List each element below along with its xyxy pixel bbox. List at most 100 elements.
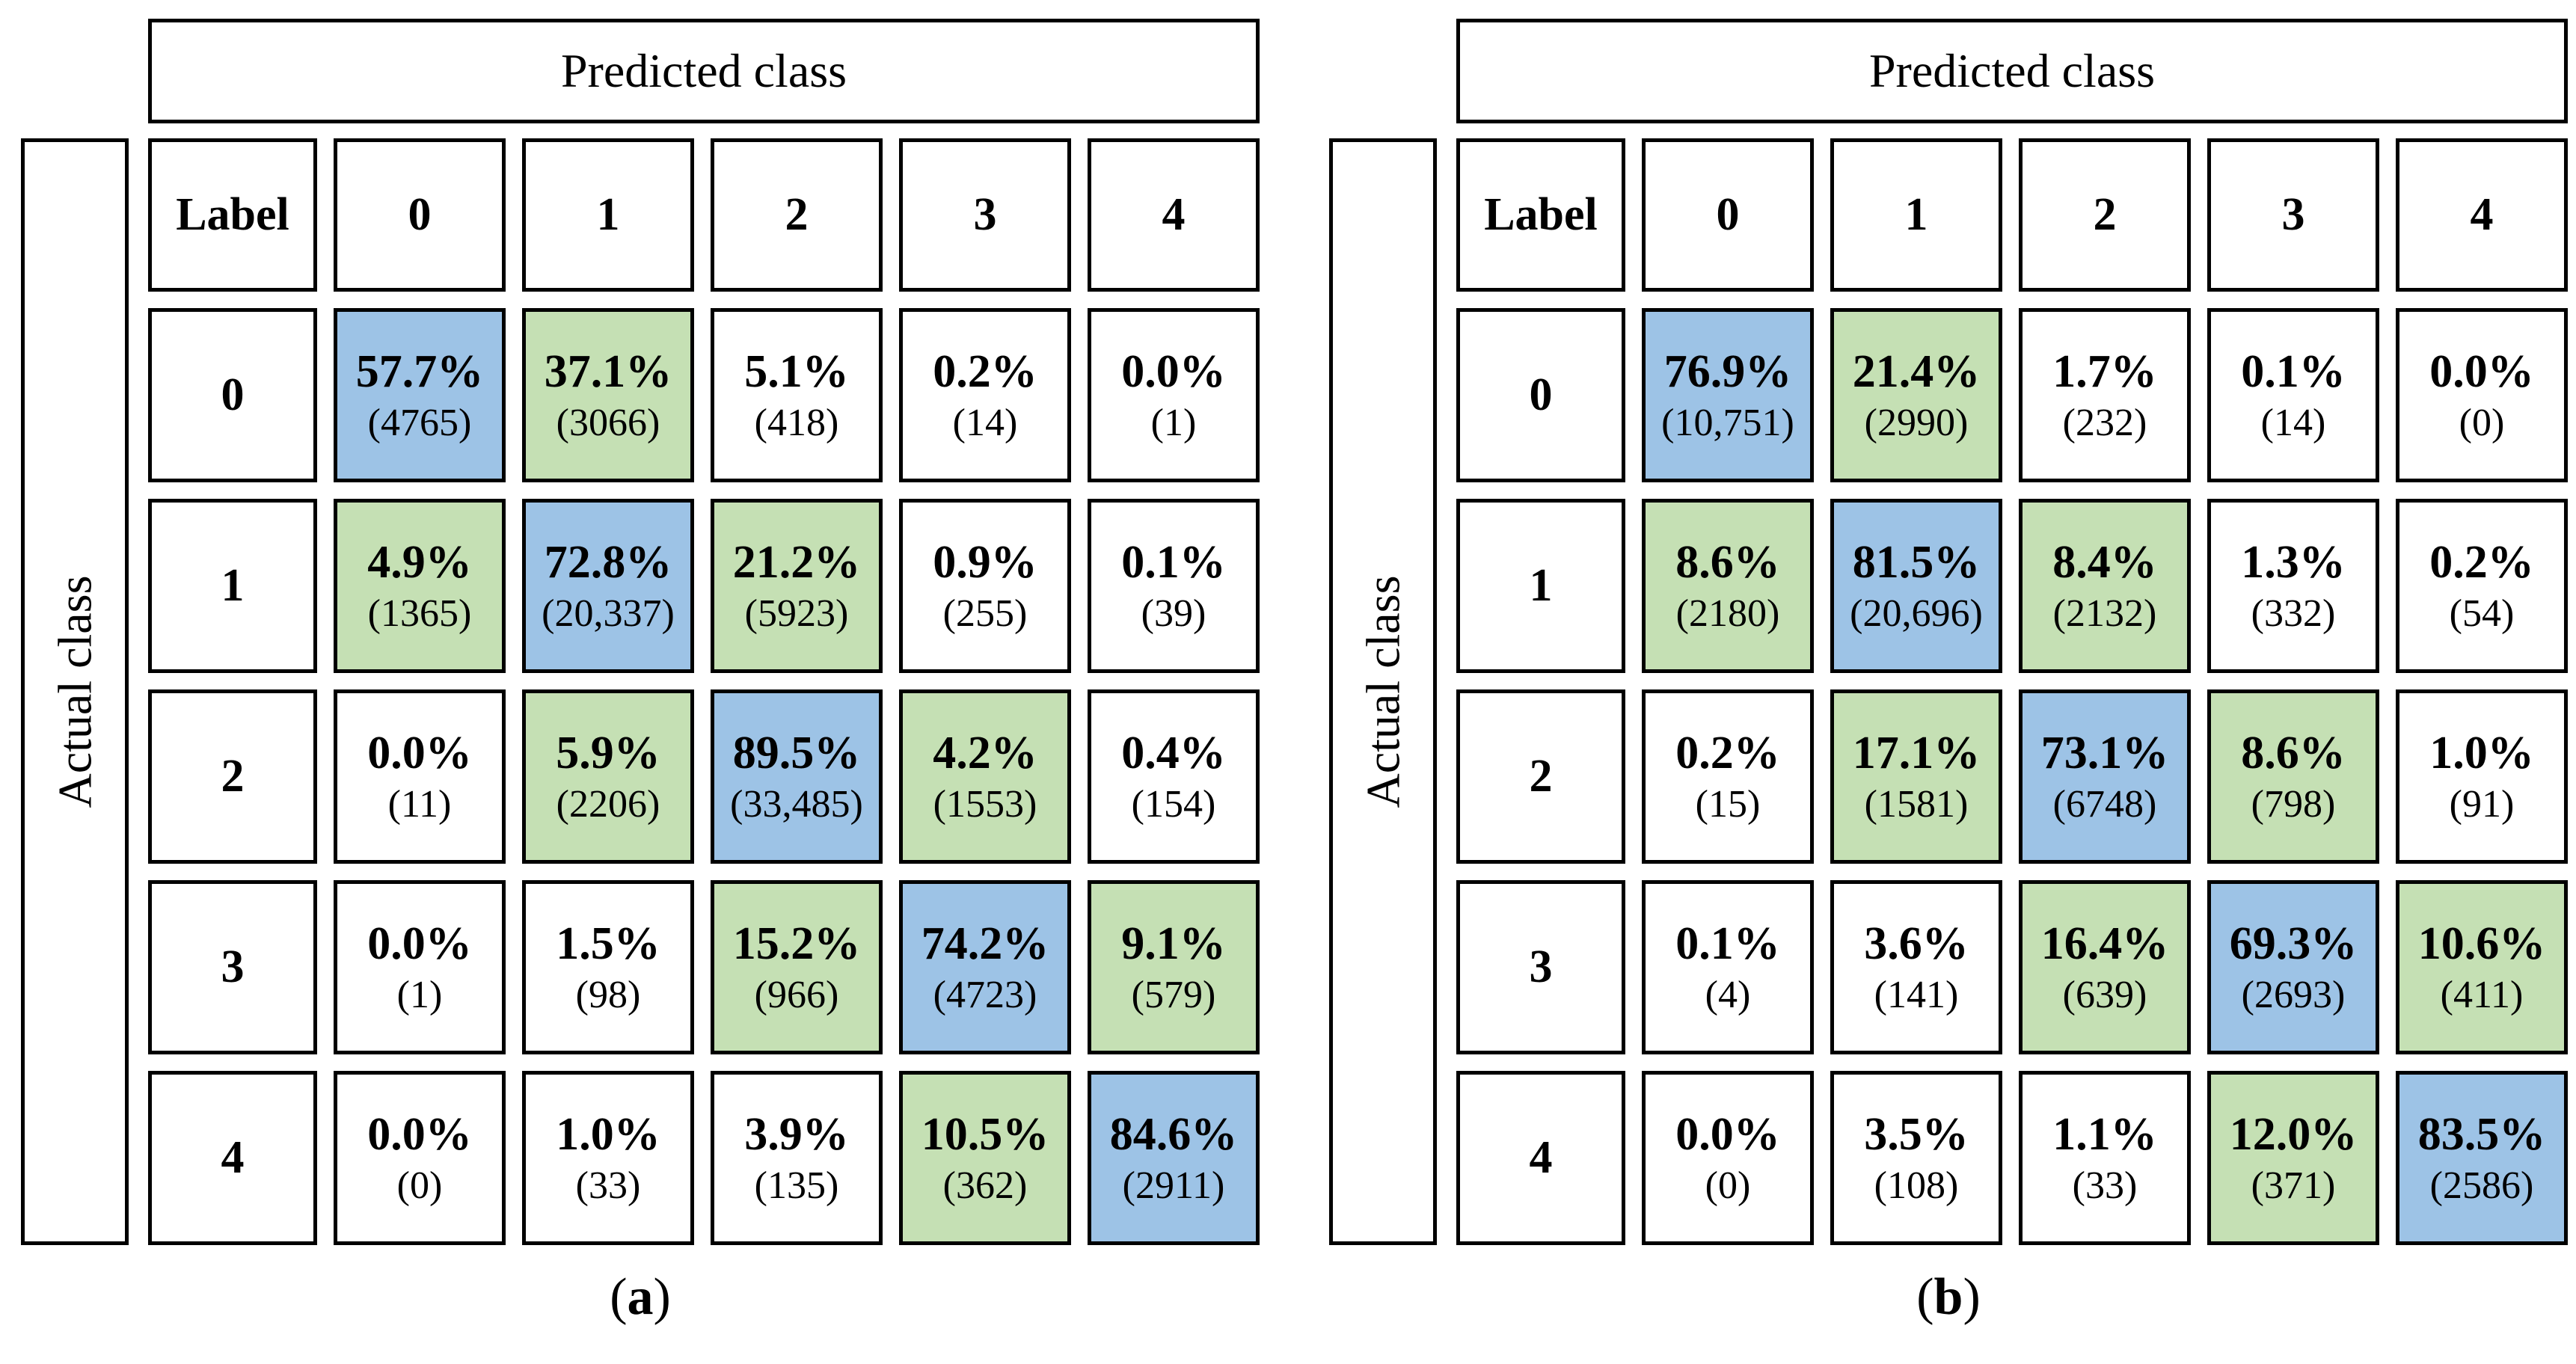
actual-class-label: Actual class [1356, 575, 1409, 808]
matrix-cell: 1.0% (91) [2396, 689, 2568, 864]
cell-percent: 57.7% [355, 346, 484, 398]
cell-count: (2990) [1864, 401, 1969, 444]
cell-percent: 21.2% [732, 537, 861, 589]
caption-close-paren: ) [1963, 1268, 1981, 1326]
matrix-cell: 21.2% (5923) [711, 499, 883, 673]
matrix-cell: 5.1% (418) [711, 308, 883, 482]
matrix-cell: 10.6% (411) [2396, 880, 2568, 1054]
cell-count: (108) [1874, 1164, 1959, 1207]
matrix-cell: 17.1% (1581) [1830, 689, 2002, 864]
matrix-cell: 0.2% (14) [899, 308, 1071, 482]
col-header-text: 2 [2093, 189, 2117, 241]
row-header-cell: 2 [1456, 689, 1625, 864]
matrix-cell: 0.0% (0) [1642, 1071, 1814, 1245]
row-header-cell: 1 [1456, 499, 1625, 673]
matrix-cell: 3.5% (108) [1830, 1071, 2002, 1245]
matrix-cell: 8.6% (798) [2207, 689, 2379, 864]
col-header-cell: 4 [2396, 138, 2568, 292]
matrix-cell: 0.9% (255) [899, 499, 1071, 673]
row-header-text: 1 [221, 560, 245, 612]
cell-count: (639) [2062, 973, 2147, 1016]
confusion-matrix-panel-b: Predicted class Actual class Label 0 1 2… [1308, 0, 2576, 1364]
matrix-cell: 4.2% (1553) [899, 689, 1071, 864]
matrix-cell: 0.0% (1) [334, 880, 506, 1054]
matrix-cell: 15.2% (966) [711, 880, 883, 1054]
cell-count: (154) [1131, 782, 1216, 826]
cell-count: (2911) [1122, 1164, 1225, 1207]
col-header-text: 4 [2470, 189, 2494, 241]
cell-percent: 0.0% [367, 728, 472, 779]
caption-open-paren: ( [1916, 1268, 1934, 1326]
matrix-cell: 74.2% (4723) [899, 880, 1071, 1054]
cell-count: (371) [2251, 1164, 2336, 1207]
cell-count: (11) [387, 782, 452, 826]
cell-percent: 5.1% [744, 346, 849, 398]
cell-percent: 1.0% [556, 1109, 660, 1161]
col-header-cell: 1 [522, 138, 694, 292]
cell-percent: 37.1% [544, 346, 672, 398]
cell-percent: 1.0% [2429, 728, 2534, 779]
col-header-cell: 2 [2019, 138, 2191, 292]
cell-count: (1581) [1864, 782, 1969, 826]
cell-count: (14) [2260, 401, 2326, 444]
cell-percent: 3.9% [744, 1109, 849, 1161]
row-header-text: 3 [1529, 941, 1553, 993]
row-header-text: 2 [1529, 751, 1553, 802]
cell-percent: 17.1% [1852, 728, 1981, 779]
cell-count: (135) [754, 1164, 839, 1207]
col-header-cell: 4 [1088, 138, 1260, 292]
matrix-cell: 21.4% (2990) [1830, 308, 2002, 482]
cell-count: (1) [396, 973, 443, 1016]
row-header-text: 1 [1529, 560, 1553, 612]
cell-count: (798) [2251, 782, 2336, 826]
cell-percent: 0.1% [1675, 918, 1780, 970]
matrix-cell: 9.1% (579) [1088, 880, 1260, 1054]
cell-percent: 8.6% [1675, 537, 1780, 589]
matrix-cell: 5.9% (2206) [522, 689, 694, 864]
corner-label-text: Label [1484, 189, 1598, 241]
panel-caption-a: (a) [21, 1268, 1260, 1327]
cell-percent: 0.1% [2241, 346, 2346, 398]
cell-count: (1553) [933, 782, 1037, 826]
cell-count: (3066) [556, 401, 660, 444]
cell-count: (20,696) [1850, 592, 1983, 635]
confusion-matrix-panel-a: Predicted class Actual class Label 0 1 2… [0, 0, 1268, 1364]
cell-count: (411) [2440, 973, 2524, 1016]
matrix-cell: 1.5% (98) [522, 880, 694, 1054]
col-header-text: 1 [1904, 189, 1928, 241]
cell-count: (5923) [744, 592, 849, 635]
cell-count: (2206) [556, 782, 660, 826]
row-header-text: 2 [221, 751, 245, 802]
row-header-text: 4 [221, 1132, 245, 1184]
cell-percent: 74.2% [921, 918, 1049, 970]
cell-count: (33) [2072, 1164, 2138, 1207]
matrix-cell: 37.1% (3066) [522, 308, 694, 482]
matrix-cell: 0.2% (15) [1642, 689, 1814, 864]
cell-count: (33) [575, 1164, 641, 1207]
matrix-cell: 16.4% (639) [2019, 880, 2191, 1054]
cell-count: (10,751) [1661, 401, 1794, 444]
col-header-cell: 3 [899, 138, 1071, 292]
cell-percent: 76.9% [1663, 346, 1792, 398]
matrix-cell: 8.6% (2180) [1642, 499, 1814, 673]
cell-count: (4765) [367, 401, 472, 444]
cell-percent: 5.9% [556, 728, 660, 779]
caption-letter: a [627, 1268, 654, 1326]
cell-count: (232) [2062, 401, 2147, 444]
cell-percent: 0.0% [367, 1109, 472, 1161]
caption-open-paren: ( [610, 1268, 628, 1326]
matrix-cell: 8.4% (2132) [2019, 499, 2191, 673]
matrix-grid: Label 0 1 2 3 4 0 76.9% (10,751) 21.4% (29… [1456, 138, 2568, 1245]
cell-percent: 81.5% [1852, 537, 1981, 589]
cell-percent: 0.4% [1121, 728, 1226, 779]
predicted-class-header-box: Predicted class [148, 19, 1260, 123]
row-header-cell: 1 [148, 499, 317, 673]
cell-percent: 3.6% [1864, 918, 1969, 970]
row-header-cell: 3 [148, 880, 317, 1054]
cell-count: (14) [952, 401, 1018, 444]
cell-count: (2132) [2052, 592, 2157, 635]
matrix-cell: 0.4% (154) [1088, 689, 1260, 864]
cell-percent: 89.5% [732, 728, 861, 779]
cell-percent: 4.9% [367, 537, 472, 589]
